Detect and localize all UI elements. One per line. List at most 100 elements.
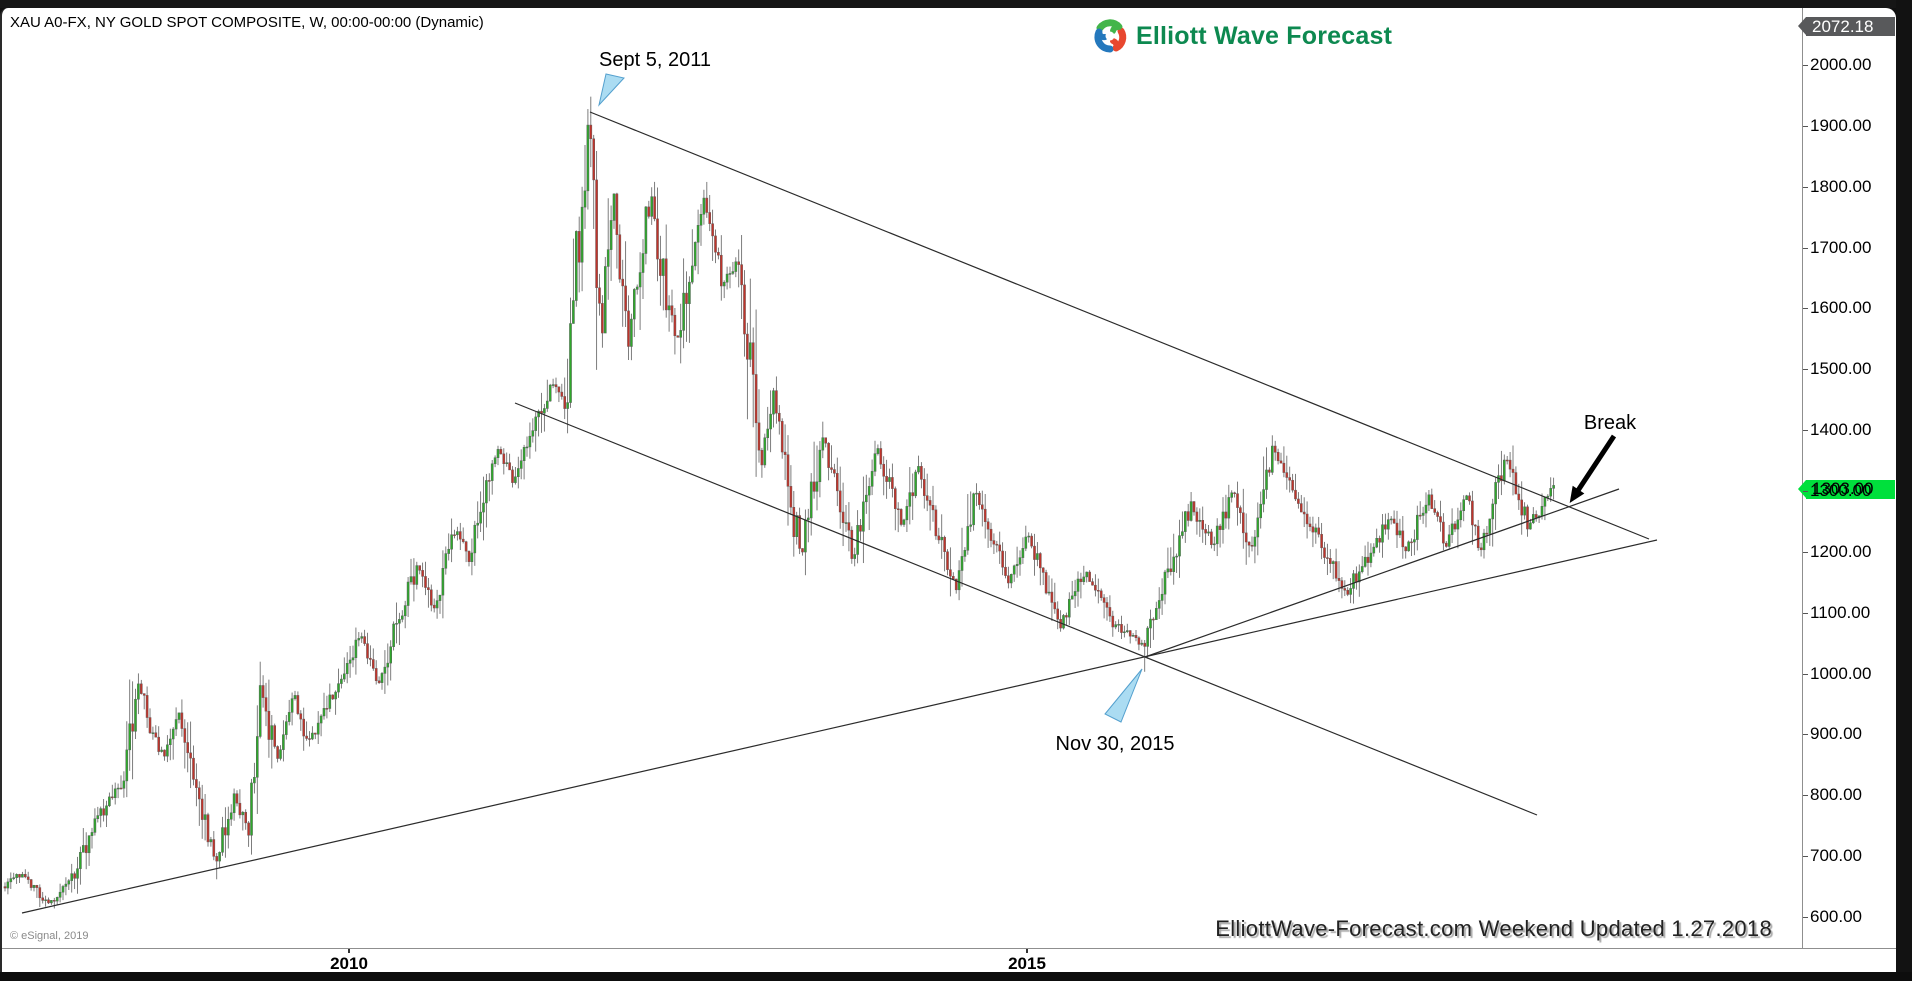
price-tick-mark xyxy=(1803,247,1808,249)
candle-up xyxy=(32,885,36,888)
candle-up xyxy=(766,428,770,439)
candle-up xyxy=(166,744,169,757)
candle-up xyxy=(606,249,610,267)
candle-up xyxy=(525,446,529,449)
candle-up xyxy=(763,437,767,466)
candle-down xyxy=(1453,523,1457,530)
candle-down xyxy=(1410,541,1413,544)
candle-up xyxy=(583,190,587,208)
candle-down xyxy=(754,374,758,424)
candle-down xyxy=(673,314,677,337)
candlestick-chart-canvas[interactable]: Sept 5, 2011 Nov 30, 2015 Break xyxy=(2,8,1802,948)
alltime-high-badge: 2072.18 xyxy=(1798,17,1895,36)
candle-down xyxy=(1520,499,1524,516)
candle-up xyxy=(1018,557,1022,565)
candle-down xyxy=(653,196,656,220)
candle-down xyxy=(1186,511,1190,521)
price-tick-mark xyxy=(1803,65,1808,66)
candle-up xyxy=(1529,522,1532,530)
low-label: Nov 30, 2015 xyxy=(1056,733,1175,755)
candle-down xyxy=(264,697,268,712)
candle-down xyxy=(934,509,938,537)
candle-up xyxy=(1155,608,1158,620)
candle-up xyxy=(876,448,880,454)
candle-up xyxy=(67,880,71,885)
candle-down xyxy=(1137,637,1141,645)
window-right-bar xyxy=(1896,0,1912,981)
candle-up xyxy=(169,738,172,745)
candle-down xyxy=(1320,534,1323,549)
candle-down xyxy=(1250,545,1254,547)
candle-up xyxy=(1221,511,1225,530)
candle-down xyxy=(836,473,839,492)
candle-down xyxy=(1514,472,1518,495)
candle-up xyxy=(1123,631,1126,634)
candle-down xyxy=(885,476,888,482)
candle-down xyxy=(760,449,764,466)
candle-up xyxy=(969,524,973,527)
candle-down xyxy=(1436,512,1439,517)
candle-down xyxy=(186,742,189,754)
candle-up xyxy=(1331,561,1335,564)
candle-down xyxy=(235,793,239,804)
candle-up xyxy=(1450,523,1454,535)
candle-down xyxy=(142,693,146,696)
candle-up xyxy=(1184,511,1187,532)
candle-down xyxy=(1233,492,1236,495)
candle-down xyxy=(296,695,300,714)
candle-down xyxy=(592,138,596,181)
candle-down xyxy=(847,522,851,531)
candle-up xyxy=(116,787,120,790)
price-tick-mark xyxy=(1803,612,1808,614)
candle-down xyxy=(1097,589,1100,592)
candle-up xyxy=(722,281,726,287)
price-tick-label: 700.00 xyxy=(1810,846,1862,866)
candle-up xyxy=(1131,635,1135,637)
price-tick-label: 600.00 xyxy=(1810,907,1862,927)
candle-up xyxy=(1062,615,1065,629)
candle-down xyxy=(511,469,514,483)
price-axis[interactable]: 2072.18 1303.00 2000.00 1900.00 1800.00 170… xyxy=(1798,8,1897,948)
candle-down xyxy=(792,507,796,537)
candle-up xyxy=(1114,624,1118,628)
candle-down xyxy=(1111,615,1115,628)
candle-up xyxy=(1543,497,1547,507)
candle-up xyxy=(438,594,442,601)
candle-up xyxy=(209,839,213,843)
candle-down xyxy=(850,529,854,559)
candle-down xyxy=(1378,538,1381,543)
candle-down xyxy=(1030,535,1033,547)
candle-down xyxy=(986,521,990,530)
candle-down xyxy=(801,548,804,553)
candle-down xyxy=(1091,581,1094,586)
ascending-line-from-2015-low xyxy=(1144,488,1620,658)
candle-down xyxy=(595,179,598,289)
candle-up xyxy=(731,271,735,274)
candle-up xyxy=(1271,445,1274,473)
plot-area[interactable]: Sept 5, 2011 Nov 30, 2015 Break xyxy=(2,8,1802,948)
candle-down xyxy=(1236,493,1239,508)
candle-down xyxy=(899,509,903,525)
candle-down xyxy=(1474,524,1477,527)
candle-up xyxy=(171,728,175,740)
candle-down xyxy=(1282,462,1286,473)
candle-up xyxy=(630,318,633,347)
candle-up xyxy=(93,818,97,833)
candle-up xyxy=(343,673,346,680)
candle-up xyxy=(415,565,419,585)
candle-up xyxy=(691,265,694,283)
candle-down xyxy=(1239,507,1242,514)
candle-up xyxy=(282,734,285,750)
candle-up xyxy=(807,517,810,521)
candle-down xyxy=(305,735,308,739)
candle-up xyxy=(76,868,79,879)
candle-up xyxy=(1085,571,1089,578)
candle-down xyxy=(1079,578,1083,583)
candle-up xyxy=(79,852,82,869)
candle-up xyxy=(1363,556,1367,567)
candle-down xyxy=(554,384,558,388)
candle-down xyxy=(377,680,381,683)
candle-down xyxy=(1329,558,1332,564)
